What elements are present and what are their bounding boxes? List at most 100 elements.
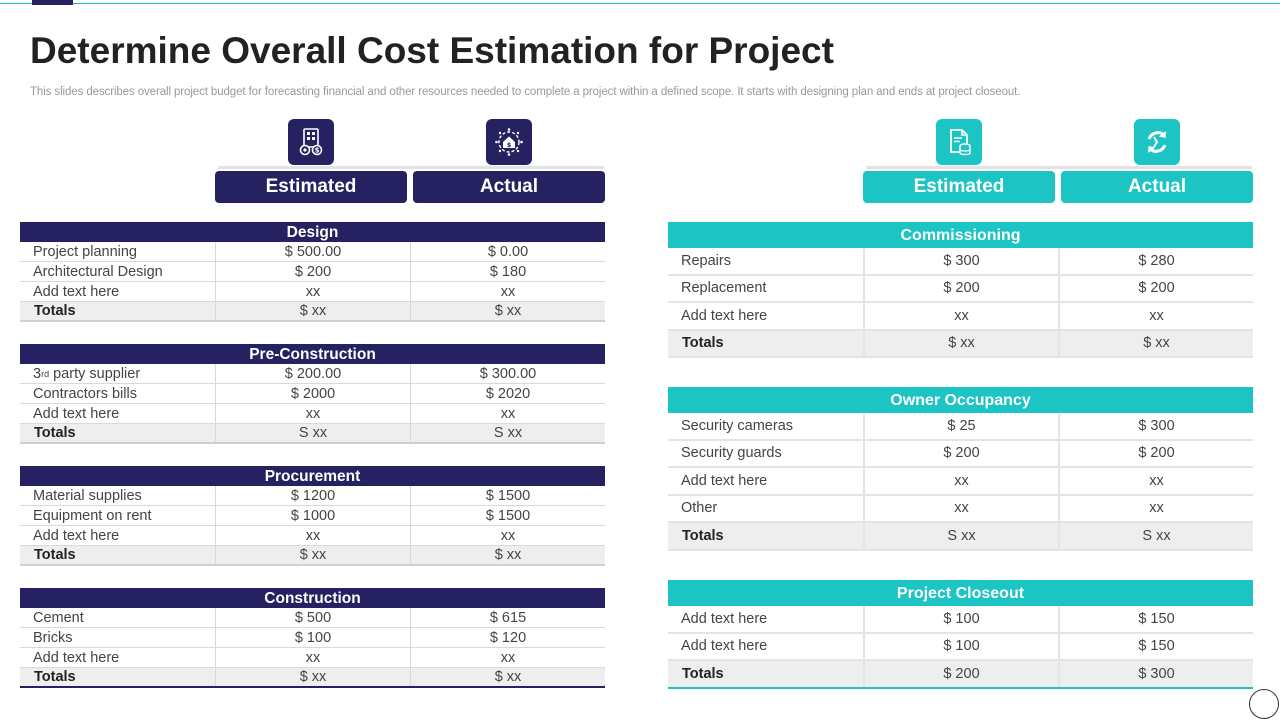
project-closeout-table: Project Closeout Add text here $ 100 $ 1… <box>668 580 1253 689</box>
estimated-value: $ 200 <box>863 440 1058 466</box>
actual-total: $ xx <box>1058 330 1253 356</box>
actual-value: xx <box>410 526 605 545</box>
table-row: Add text here xx xx <box>20 282 605 302</box>
table-row: Project planning $ 500.00 $ 0.00 <box>20 242 605 262</box>
table-row: Cement $ 500 $ 615 <box>20 608 605 628</box>
table-row: Equipment on rent $ 1000 $ 1500 <box>20 506 605 526</box>
actual-value: $ 0.00 <box>410 242 605 261</box>
estimated-total: $ xx <box>215 546 410 564</box>
row-label: Cement <box>33 609 84 626</box>
actual-value: xx <box>1058 495 1253 521</box>
actual-total: $ xx <box>410 546 605 564</box>
totals-label: Totals <box>34 669 76 685</box>
left-estimated-header: Estimated <box>215 171 407 203</box>
row-label: Other <box>681 500 718 517</box>
totals-label: Totals <box>682 665 724 682</box>
table-row: Add text here xx xx <box>668 303 1253 331</box>
table-row: Add text here xx xx <box>668 468 1253 496</box>
table-row: Architectural Design $ 200 $ 180 <box>20 262 605 282</box>
page-subtitle: This slides describes overall project bu… <box>30 86 1021 98</box>
svg-text:$: $ <box>507 141 512 149</box>
totals-label: Totals <box>682 335 724 352</box>
actual-value: xx <box>410 282 605 301</box>
estimated-total: $ xx <box>215 302 410 320</box>
design-table: Design Project planning $ 500.00 $ 0.00 … <box>20 222 605 322</box>
estimated-value: $ 1000 <box>215 506 410 525</box>
page-title: Determine Overall Cost Estimation for Pr… <box>30 30 834 71</box>
section-header: Design <box>20 222 605 242</box>
row-label: Repairs <box>681 252 731 269</box>
section-header: Procurement <box>20 466 605 486</box>
estimated-value: $ 200.00 <box>215 364 410 383</box>
totals-row: Totals $ xx $ xx <box>20 302 605 322</box>
row-label-number: 3 <box>33 365 42 382</box>
row-label: Add text here <box>681 307 768 324</box>
top-accent-line <box>0 3 1280 4</box>
estimated-value: xx <box>215 648 410 667</box>
row-label: Security cameras <box>681 417 794 434</box>
table-row: Repairs $ 300 $ 280 <box>668 248 1253 276</box>
table-row: Bricks $ 100 $ 120 <box>20 628 605 648</box>
document-database-icon <box>936 119 982 165</box>
commissioning-table: Commissioning Repairs $ 300 $ 280 Replac… <box>668 222 1253 358</box>
right-actual-header: Actual <box>1061 171 1253 203</box>
actual-value: $ 2020 <box>410 384 605 403</box>
corner-circle-button[interactable] <box>1249 689 1279 719</box>
actual-value: $ 615 <box>410 608 605 627</box>
actual-value: xx <box>1058 303 1253 329</box>
table-row: Add text here $ 100 $ 150 <box>668 633 1253 661</box>
actual-value: $ 280 <box>1058 248 1253 274</box>
row-label: Add text here <box>33 527 120 544</box>
section-header: Project Closeout <box>668 580 1253 606</box>
actual-value: $ 1500 <box>410 506 605 525</box>
estimated-value: $ 500.00 <box>215 242 410 261</box>
row-label: Security guards <box>681 445 782 462</box>
totals-label: Totals <box>682 527 724 544</box>
row-label: Add text here <box>681 472 768 489</box>
totals-label: Totals <box>34 303 76 319</box>
row-label-rest: party supplier <box>49 365 141 382</box>
row-label: Bricks <box>33 629 73 646</box>
totals-row: Totals $ 200 $ 300 <box>668 661 1253 689</box>
estimated-value: $ 300 <box>863 248 1058 274</box>
row-label: Architectural Design <box>33 263 163 280</box>
estimated-value: $ 100 <box>215 628 410 647</box>
table-row: Other xx xx <box>668 495 1253 523</box>
estimated-total: S xx <box>863 523 1058 549</box>
estimated-value: xx <box>215 282 410 301</box>
estimated-value: $ 500 <box>215 608 410 627</box>
table-row: Contractors bills $ 2000 $ 2020 <box>20 384 605 404</box>
estimated-value: xx <box>215 404 410 423</box>
table-row: Security guards $ 200 $ 200 <box>668 440 1253 468</box>
table-row: Add text here $ 100 $ 150 <box>668 606 1253 634</box>
section-header: Owner Occupancy <box>668 387 1253 413</box>
construction-table: Construction Cement $ 500 $ 615 Bricks $… <box>20 588 605 688</box>
totals-row: Totals S xx S xx <box>668 523 1253 551</box>
row-label: Material supplies <box>33 487 142 504</box>
row-label: Project planning <box>33 243 137 260</box>
row-label: Add text here <box>33 283 120 300</box>
row-label: Contractors bills <box>33 385 137 402</box>
totals-label: Totals <box>34 425 76 441</box>
actual-value: $ 200 <box>1058 275 1253 301</box>
totals-row: Totals $ xx $ xx <box>20 546 605 566</box>
estimated-value: $ 200 <box>863 275 1058 301</box>
estimated-total: S xx <box>215 424 410 442</box>
right-estimated-header: Estimated <box>863 171 1055 203</box>
actual-value: xx <box>410 648 605 667</box>
row-label: Add text here <box>33 405 120 422</box>
estimated-value: xx <box>863 303 1058 329</box>
table-row: Add text here xx xx <box>20 526 605 546</box>
table-row: Security cameras $ 25 $ 300 <box>668 413 1253 441</box>
table-row: Material supplies $ 1200 $ 1500 <box>20 486 605 506</box>
actual-value: $ 200 <box>1058 440 1253 466</box>
procurement-table: Procurement Material supplies $ 1200 $ 1… <box>20 466 605 566</box>
owner-occupancy-table: Owner Occupancy Security cameras $ 25 $ … <box>668 387 1253 551</box>
table-row: Add text here xx xx <box>20 404 605 424</box>
actual-value: $ 300.00 <box>410 364 605 383</box>
totals-label: Totals <box>34 547 76 563</box>
estimated-value: $ 1200 <box>215 486 410 505</box>
actual-value: $ 1500 <box>410 486 605 505</box>
